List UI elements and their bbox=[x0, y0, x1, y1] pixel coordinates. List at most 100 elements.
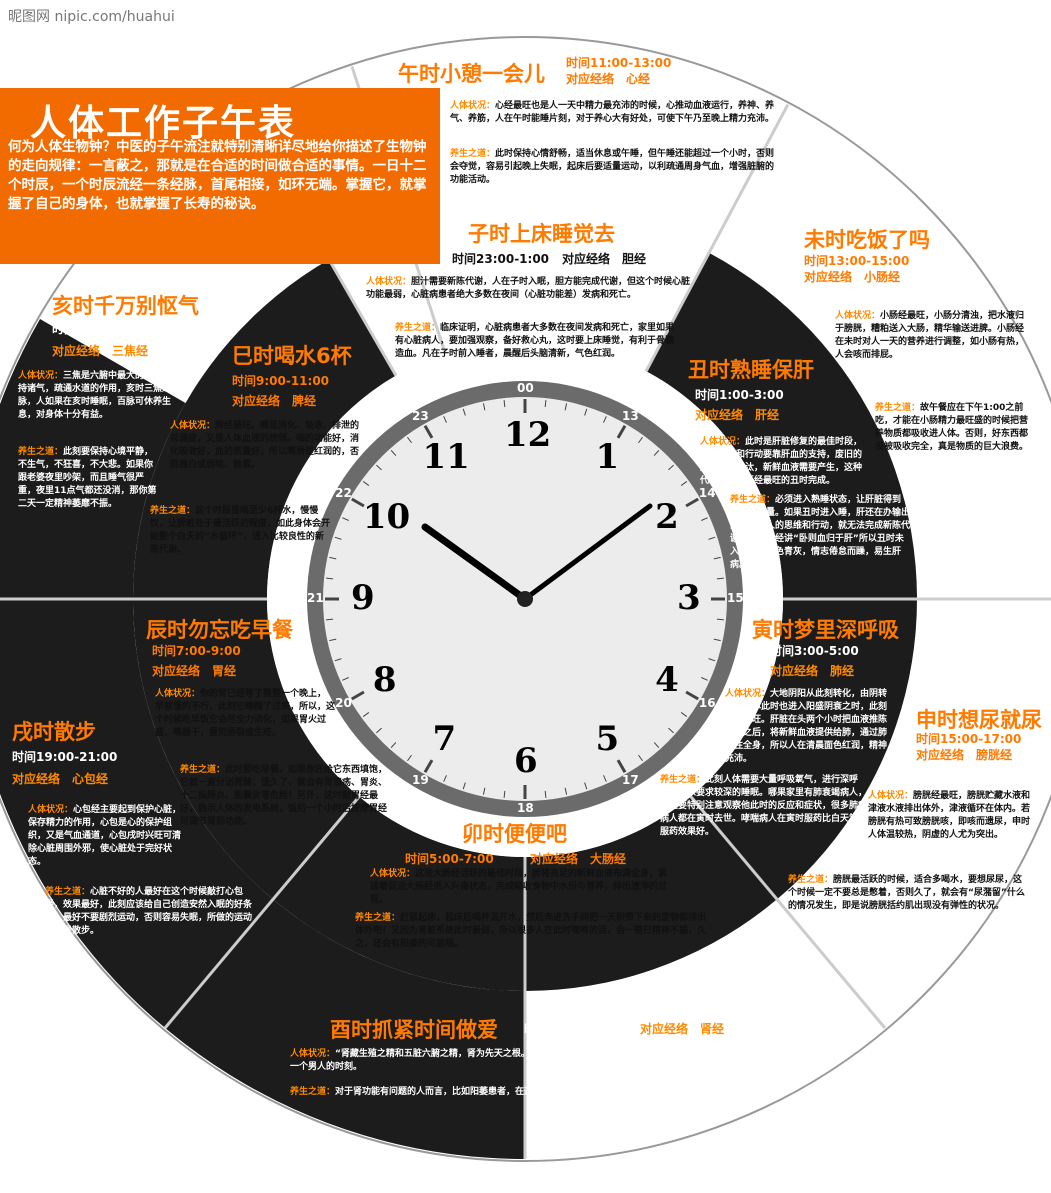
period-meridian-yin: 对应经络 肺经 bbox=[770, 664, 855, 678]
period-time-you: 时间17:00-19:00 bbox=[524, 1022, 630, 1036]
period-health-wei: 养生之道：故午餐应在下午1:00之前吃，才能在小肠精力最旺盛的时候把营养物质都吸… bbox=[875, 403, 1029, 452]
clock-tick bbox=[653, 450, 660, 456]
clock-tick bbox=[326, 618, 334, 621]
clock-tick bbox=[376, 464, 382, 471]
clock-tick bbox=[564, 403, 568, 411]
page-title: 人体工作子午表 bbox=[30, 103, 297, 144]
clock-tick bbox=[423, 425, 434, 439]
clock-tick bbox=[680, 481, 688, 486]
period-status-si: 人体状况：脾经最旺。嘴是消化、吸收、排泄的总调度，又是人体血液的统领。嘴的功能好… bbox=[170, 421, 360, 470]
clock-tick bbox=[503, 790, 506, 798]
period-status-wei: 人体状况：小肠经最旺，小肠分清浊，把水液归于膀胱，糟粕送入大肠，精华输送进脾。小… bbox=[835, 311, 1025, 360]
period-title-si: 巳时喝水6杯 bbox=[232, 344, 352, 368]
period-health-you: 养生之道：对于肾功能有问题的人而言，比如阳萎患者，在这个时候按摩肾经的穴位，效果… bbox=[290, 1087, 696, 1097]
clock-tick bbox=[713, 556, 721, 560]
clock-tick bbox=[668, 727, 674, 734]
clock-tick bbox=[713, 638, 721, 642]
period-health-shen: 养生之道：膀胱最活跃的时候，适合多喝水，要想尿尿，这个时候一定不要总是憋着，否则… bbox=[788, 875, 1025, 911]
clock-tick bbox=[616, 759, 627, 773]
period-meridian-zi: 对应经络 胆经 bbox=[562, 252, 647, 266]
header-panel: 人体工作子午表 何为人体生物钟？中医的子午流注就特别清晰详尽地给你描述了生物钟的… bbox=[0, 88, 440, 264]
clock-tick bbox=[668, 464, 674, 471]
period-title-wu: 午时小憩一会儿 bbox=[398, 62, 545, 86]
clock-numeral-2: 2 bbox=[655, 496, 679, 537]
clock-tick bbox=[351, 690, 365, 701]
period-title-chen: 辰时勿忘吃早餐 bbox=[146, 618, 293, 642]
period-title-yin: 寅时梦里深呼吸 bbox=[752, 618, 899, 642]
clock-hour24-20: 20 bbox=[335, 696, 352, 710]
clock-tick bbox=[544, 790, 547, 798]
period-title-xu: 戌时散步 bbox=[12, 720, 96, 744]
period-meridian-chou: 对应经络 肝经 bbox=[695, 408, 780, 422]
period-time-xu: 时间19:00-21:00 bbox=[12, 750, 118, 764]
period-divider-5 bbox=[163, 795, 361, 1029]
clock-tick bbox=[584, 782, 588, 790]
clock-tick bbox=[342, 677, 349, 681]
period-health-mao: 养生之道：赶紧起床，起床后喝杯温开水，然后奔进洗手间把一天积攒下来的废物都排出体… bbox=[355, 913, 707, 949]
clock-tick bbox=[462, 782, 466, 790]
clock-tick bbox=[716, 577, 724, 580]
period-status-zi: 人体状况：胆汁需要新陈代谢，人在子时入眠，胆方能完成代谢，但这个时候心脏功能最弱… bbox=[366, 277, 691, 300]
clock-tick bbox=[329, 556, 337, 560]
clock-tick bbox=[462, 408, 466, 416]
middle-dark-sector-chou-yin bbox=[525, 252, 917, 992]
clock-tick bbox=[443, 416, 447, 423]
clock-tick bbox=[407, 754, 412, 762]
clock-tick bbox=[334, 658, 342, 662]
period-meridian-hai: 对应经络 三焦经 bbox=[52, 344, 149, 358]
clock-hour24-16: 16 bbox=[698, 696, 716, 710]
clock-numeral-5: 5 bbox=[595, 719, 620, 760]
clock-numeral-6: 6 bbox=[514, 741, 538, 781]
clock-numeral-11: 11 bbox=[422, 436, 470, 477]
clock-tick bbox=[390, 450, 397, 456]
clock-tick bbox=[603, 775, 607, 782]
clock-numeral-3: 3 bbox=[677, 578, 701, 618]
period-divider-1 bbox=[644, 103, 790, 372]
period-title-chou: 丑时熟睡保肝 bbox=[688, 358, 814, 382]
period-health-yin: 养生之道：此刻人体需要大量呼吸氧气，进行深呼吸，所以要求较深的睡眠。哪果家里有肺… bbox=[660, 775, 868, 837]
period-health-chen: 养生之道：此时要吃早餐。如果你还给它东西填饱，它就一直分泌胃酸，饿久了，就会有胃… bbox=[180, 765, 388, 827]
clock-tick bbox=[680, 712, 688, 717]
period-time-mao: 时间5:00-7:00 bbox=[405, 852, 494, 866]
period-meridian-chen: 对应经络 胃经 bbox=[152, 664, 237, 678]
period-health-hai: 养生之道：此刻要保持心境平静，不生气，不狂喜，不大悲。如果你跟老婆夜里吵架，而且… bbox=[18, 447, 157, 509]
clock-tick bbox=[708, 536, 716, 540]
clock-tick bbox=[342, 517, 349, 521]
header-description: 何为人体生物钟？中医的子午流注就特别清晰详尽地给你描述了生物钟的走向规律：一言蔽… bbox=[8, 139, 427, 212]
outer-dark-sector-you-xu-hai bbox=[0, 319, 525, 1159]
clock-tick bbox=[334, 536, 342, 540]
period-status-wu: 人体状况：心经最旺也是人一天中精力最充沛的时候，心推动血液运行，养神、养气、养筋… bbox=[450, 101, 775, 124]
clock-tick bbox=[482, 787, 486, 795]
clock-hour24-17: 17 bbox=[622, 772, 639, 787]
clock-tick bbox=[716, 618, 724, 621]
period-meridian-wei: 对应经络 小肠经 bbox=[804, 270, 901, 284]
period-title-shen: 申时想尿就尿 bbox=[916, 708, 1042, 732]
period-title-zi: 子时上床睡觉去 bbox=[468, 222, 615, 246]
clock-hour24-15: 15 bbox=[727, 591, 744, 605]
clock-hour24-18: 18 bbox=[517, 801, 534, 815]
clock-center-cap bbox=[517, 591, 533, 607]
period-meridian-si: 对应经络 脾经 bbox=[232, 394, 317, 408]
clock-tick bbox=[362, 481, 370, 486]
clock-tick bbox=[351, 497, 365, 508]
period-time-wei: 时间13:00-15:00 bbox=[804, 254, 910, 268]
clock-tick bbox=[390, 742, 397, 748]
minute-hand bbox=[522, 503, 653, 602]
clock-tick bbox=[326, 577, 334, 580]
clock-numeral-1: 1 bbox=[595, 436, 620, 477]
clock-hour24-23: 23 bbox=[412, 409, 429, 424]
clock-hour24-22: 22 bbox=[335, 486, 352, 500]
clock-tick bbox=[653, 742, 660, 748]
period-status-chou: 人体状况：此时是肝脏修复的最佳时段，人的思维和行动要靠肝血的支持，废旧的血液需要… bbox=[700, 437, 863, 486]
period-status-chen: 人体状况：你的胃已经等了整整一个晚上，早就饿的不行，此刻它睡醒了过来，所以，这个… bbox=[155, 689, 336, 738]
clock-numeral-8: 8 bbox=[372, 659, 397, 700]
watermark: 昵图网 nipic.com/huahui bbox=[8, 9, 175, 25]
period-time-chou: 时间1:00-3:00 bbox=[695, 388, 784, 402]
clock-tick bbox=[482, 403, 486, 411]
period-time-yin: 时间3:00-5:00 bbox=[770, 644, 859, 658]
clock-hour24-19: 19 bbox=[412, 772, 429, 787]
period-title-you: 酉时抓紧时间做爱 bbox=[330, 1018, 498, 1042]
clock-numeral-7: 7 bbox=[432, 719, 457, 760]
period-health-si: 养生之道：这个时辰要喝至少6杯水，慢慢饮，让脾脏处于最活跃的程度，如此身体会开始… bbox=[150, 506, 331, 555]
